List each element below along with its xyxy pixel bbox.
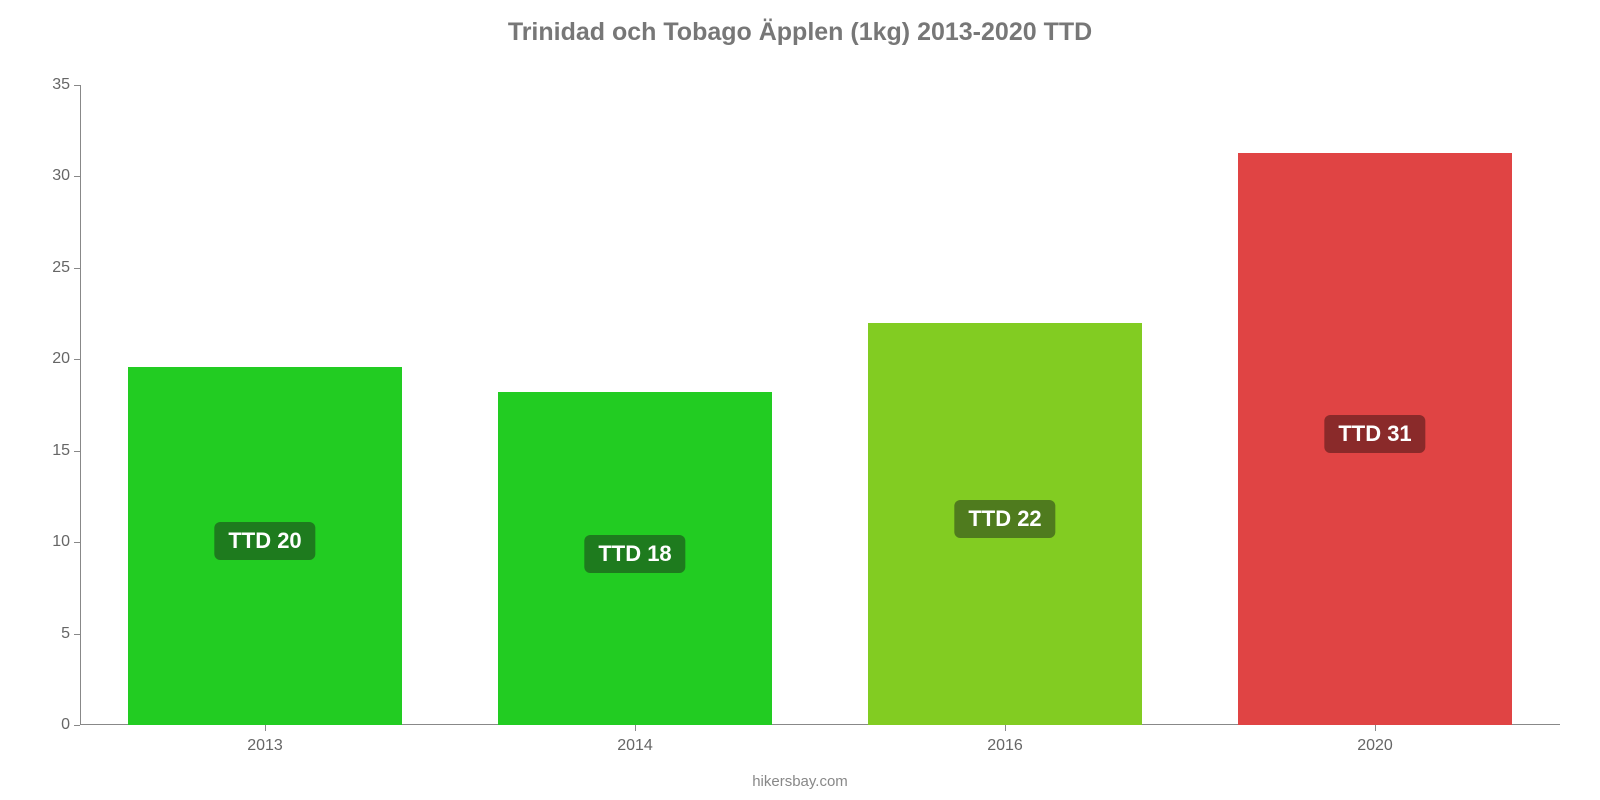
y-tick-label: 10: [30, 533, 70, 551]
x-tick-mark: [635, 725, 636, 731]
y-tick-label: 0: [30, 716, 70, 734]
bar-value-label: TTD 20: [214, 522, 315, 560]
x-tick-mark: [1005, 725, 1006, 731]
bars-group: TTD 20 TTD 18 TTD 22 TTD 31: [80, 85, 1560, 725]
y-tick-label: 35: [30, 76, 70, 94]
chart-container: Trinidad och Tobago Äpplen (1kg) 2013-20…: [0, 0, 1600, 800]
y-tick-label: 30: [30, 167, 70, 185]
bar-value-label: TTD 31: [1324, 415, 1425, 453]
y-tick-mark: [74, 451, 80, 452]
source-attribution: hikersbay.com: [0, 773, 1600, 790]
y-tick-label: 15: [30, 442, 70, 460]
plot-area: TTD 20TTD 18TTD 22TTD 31 05101520253035 …: [80, 85, 1560, 725]
y-tick-mark: [74, 268, 80, 269]
x-tick-label: 2020: [1357, 737, 1393, 755]
x-tick-label: 2014: [617, 737, 653, 755]
y-tick-label: 25: [30, 259, 70, 277]
y-tick-label: 20: [30, 350, 70, 368]
y-tick-mark: [74, 359, 80, 360]
y-tick-mark: [74, 176, 80, 177]
x-tick-mark: [1375, 725, 1376, 731]
x-tick-label: 2013: [247, 737, 283, 755]
bar-value-label: TTD 18: [584, 535, 685, 573]
x-tick-label: 2016: [987, 737, 1023, 755]
y-tick-mark: [74, 634, 80, 635]
y-tick-label: 5: [30, 625, 70, 643]
y-tick-mark: [74, 542, 80, 543]
y-tick-mark: [74, 725, 80, 726]
x-tick-mark: [265, 725, 266, 731]
bar-value-label: TTD 22: [954, 500, 1055, 538]
chart-title: Trinidad och Tobago Äpplen (1kg) 2013-20…: [0, 0, 1600, 47]
y-tick-mark: [74, 85, 80, 86]
